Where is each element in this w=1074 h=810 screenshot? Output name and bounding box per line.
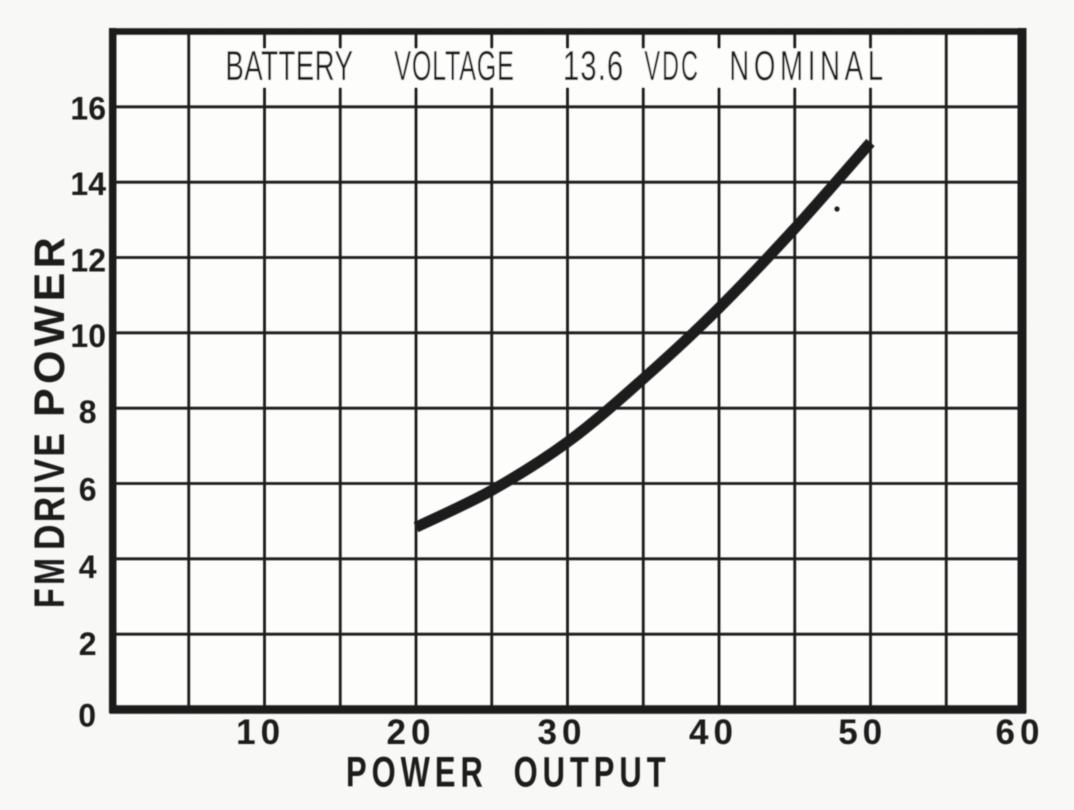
- svg-text:16: 16: [70, 90, 106, 126]
- svg-text:50: 50: [838, 713, 887, 752]
- svg-text:10: 10: [236, 713, 285, 752]
- svg-text:NOMINAL: NOMINAL: [729, 42, 888, 89]
- svg-text:DRIVE: DRIVE: [26, 431, 74, 550]
- svg-text:BATTERY: BATTERY: [225, 42, 353, 89]
- svg-text:12: 12: [70, 243, 106, 279]
- svg-text:4: 4: [79, 549, 97, 585]
- svg-text:VDC: VDC: [644, 43, 700, 90]
- svg-text:20: 20: [387, 713, 436, 752]
- svg-text:30: 30: [538, 713, 587, 752]
- svg-text:40: 40: [689, 713, 738, 752]
- svg-text:8: 8: [79, 394, 97, 430]
- svg-text:POWER: POWER: [26, 233, 74, 417]
- svg-text:POWER OUTPUT: POWER OUTPUT: [346, 747, 671, 795]
- svg-text:13.6: 13.6: [563, 42, 624, 90]
- svg-text:FM: FM: [27, 555, 75, 608]
- svg-text:6: 6: [79, 472, 97, 508]
- svg-text:VOLTAGE: VOLTAGE: [394, 44, 514, 90]
- svg-text:60: 60: [996, 713, 1045, 752]
- svg-text:14: 14: [70, 166, 106, 202]
- svg-text:0: 0: [78, 698, 96, 734]
- svg-text:2: 2: [79, 626, 97, 662]
- svg-text:10: 10: [70, 318, 106, 354]
